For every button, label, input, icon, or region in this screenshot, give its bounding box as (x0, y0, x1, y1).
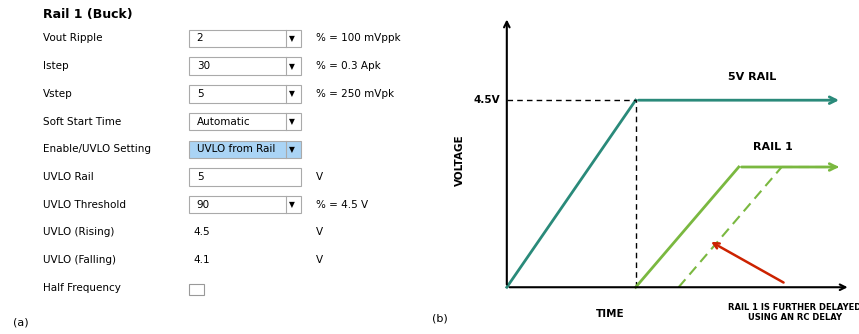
Text: 5: 5 (197, 172, 204, 182)
Bar (189, 141, 301, 158)
Text: % = 4.5 V: % = 4.5 V (316, 200, 368, 210)
Text: 4.1: 4.1 (193, 255, 210, 265)
Text: Automatic: Automatic (197, 117, 250, 127)
Text: % = 250 mVpk: % = 250 mVpk (316, 89, 393, 99)
Text: ▼: ▼ (289, 200, 295, 209)
Bar (189, 30, 301, 47)
Text: 5V RAIL: 5V RAIL (728, 72, 776, 82)
Bar (189, 284, 204, 295)
Text: % = 0.3 Apk: % = 0.3 Apk (316, 61, 381, 71)
Text: VOLTAGE: VOLTAGE (454, 135, 465, 186)
Text: UVLO Threshold: UVLO Threshold (43, 200, 126, 210)
Text: Istep: Istep (43, 61, 69, 71)
Text: Half Frequency: Half Frequency (43, 283, 121, 293)
Text: 2: 2 (197, 33, 204, 43)
Text: TIME: TIME (595, 309, 624, 319)
Bar (189, 85, 301, 103)
Bar (189, 113, 301, 130)
Text: (a): (a) (13, 317, 28, 327)
Text: V: V (316, 227, 323, 237)
Text: RAIL 1: RAIL 1 (753, 142, 793, 152)
Text: Soft Start Time: Soft Start Time (43, 117, 121, 127)
Text: 4.5V: 4.5V (474, 95, 500, 105)
Text: UVLO Rail: UVLO Rail (43, 172, 94, 182)
Text: ▼: ▼ (289, 117, 295, 126)
Text: V: V (316, 255, 323, 265)
Text: ▼: ▼ (289, 62, 295, 70)
Text: V: V (316, 172, 323, 182)
Bar (189, 168, 301, 186)
Text: 90: 90 (197, 200, 210, 210)
Text: Vout Ripple: Vout Ripple (43, 33, 102, 43)
Text: (b): (b) (431, 314, 448, 324)
Text: Rail 1 (Buck): Rail 1 (Buck) (43, 8, 132, 21)
Text: UVLO (Falling): UVLO (Falling) (43, 255, 116, 265)
Bar (189, 196, 301, 213)
Text: 4.5: 4.5 (193, 227, 210, 237)
Text: % = 100 mVppk: % = 100 mVppk (316, 33, 400, 43)
Text: RAIL 1 IS FURTHER DELAYED
USING AN RC DELAY: RAIL 1 IS FURTHER DELAYED USING AN RC DE… (728, 303, 859, 322)
Text: UVLO from Rail: UVLO from Rail (197, 144, 275, 154)
Bar (189, 57, 301, 75)
Text: Vstep: Vstep (43, 89, 73, 99)
Text: 5: 5 (197, 89, 204, 99)
Text: UVLO (Rising): UVLO (Rising) (43, 227, 114, 237)
Text: ▼: ▼ (289, 34, 295, 43)
Text: ▼: ▼ (289, 145, 295, 154)
Text: ▼: ▼ (289, 90, 295, 98)
Text: 30: 30 (197, 61, 210, 71)
Text: Enable/UVLO Setting: Enable/UVLO Setting (43, 144, 151, 154)
